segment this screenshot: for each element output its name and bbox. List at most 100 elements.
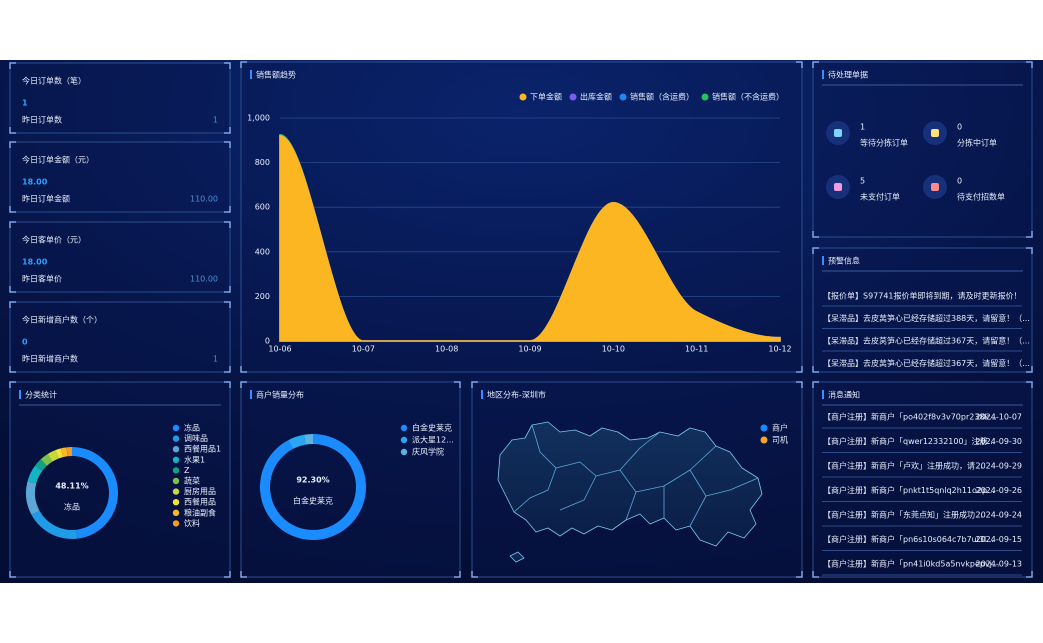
y-tick-label: 800: [255, 158, 270, 167]
warning-item: 【呆滞品】去皮莴笋心已经存储超过367天，请留意！（...: [823, 358, 1030, 368]
legend-dot: [172, 509, 180, 516]
panel-corner: [9, 301, 16, 308]
panel-corner: [812, 381, 819, 388]
pending-label: 未支付订单: [860, 192, 900, 202]
panel-corner: [224, 381, 231, 388]
center-value: 92.30%: [296, 476, 329, 485]
stat-sub-value: 110.00: [190, 195, 218, 204]
message-text: 【商户注册】新商户「po402f8v3v70pr238k...: [823, 412, 997, 422]
panel-corner: [224, 141, 231, 148]
warning-item: 【呆滞品】去皮莴笋心已经存储超过367天，请留意！（...: [823, 336, 1030, 346]
legend-dot: [172, 435, 180, 442]
map-shape: [497, 421, 763, 563]
y-tick-label: 0: [265, 337, 270, 346]
donut-segment: [34, 459, 47, 472]
legend-dot: [172, 520, 180, 527]
panel-corner: [796, 571, 803, 578]
legend-dot: [172, 467, 180, 474]
legend-dot: [172, 424, 180, 432]
title-bar: [822, 390, 824, 399]
panel-corner: [240, 381, 247, 388]
panel-corner: [224, 366, 231, 373]
panel-corner: [1026, 61, 1033, 68]
panel-corner: [1026, 381, 1033, 388]
donut-segment: [60, 447, 68, 458]
stat-sub-label: 昨日客单价: [22, 274, 62, 284]
panel: [9, 221, 231, 293]
legend-label: 庆风学院: [412, 447, 444, 457]
message-text: 【商户注册】新商户「pn41i0kd5a5nvkpepvj...: [823, 559, 1000, 569]
legend-dot: [400, 448, 408, 456]
message-text: 【商户注册】新商户「卢欢」注册成功，请...: [823, 461, 983, 471]
legend-dot: [701, 93, 709, 101]
panel-corner: [9, 221, 16, 228]
legend-label: 蔬菜: [184, 476, 200, 486]
title-bar: [250, 70, 252, 79]
message-date: 2024-09-30: [976, 437, 1023, 446]
legend-dot: [400, 436, 408, 444]
panel: [240, 381, 461, 578]
message-text: 【商户注册】新商户「qwer12332100」注册...: [823, 436, 995, 446]
panel-corner: [9, 141, 16, 148]
message-text: 【商户注册】新商户「东莞点知」注册成功...: [823, 510, 983, 520]
legend-dot: [519, 93, 527, 101]
donut-segment: [40, 453, 53, 466]
panel-corner: [240, 61, 247, 68]
legend-dot: [172, 446, 180, 453]
panel-corner: [454, 571, 461, 578]
panel-corner: [812, 61, 819, 68]
stat-value: 18.00: [22, 258, 48, 267]
stat-sub-label: 昨日新增商户数: [22, 354, 78, 364]
y-tick-label: 600: [255, 203, 270, 212]
donut-segment: [72, 447, 118, 539]
x-tick-label: 10-08: [435, 345, 458, 354]
panel-corner: [454, 381, 461, 388]
panel-corner: [224, 221, 231, 228]
y-tick-label: 400: [255, 247, 270, 256]
pending-label: 待支付招数单: [957, 192, 1005, 202]
stat-title: 今日订单金额（元）: [22, 155, 94, 165]
panel-corner: [812, 366, 819, 373]
pending-glyph: [931, 183, 939, 191]
pending-count: 0: [957, 123, 962, 132]
legend-dot: [760, 424, 768, 432]
legend-label: 销售额（不含运费）: [712, 92, 784, 102]
pending-label: 分拣中订单: [957, 138, 997, 148]
pending-count: 1: [860, 123, 865, 132]
panel-corner: [9, 366, 16, 373]
legend-label: 水果1: [184, 454, 205, 464]
legend-label: 出库金额: [580, 92, 612, 102]
panel: [9, 62, 231, 134]
panel-title: 预警信息: [828, 256, 860, 266]
legend-dot: [172, 499, 180, 506]
panel-corner: [471, 381, 478, 388]
panel-corner: [224, 206, 231, 213]
title-bar: [250, 390, 252, 399]
panel: [812, 247, 1033, 373]
donut-segment: [47, 450, 59, 462]
stat-title: 今日订单数（笔）: [22, 76, 86, 86]
panel-corner: [9, 127, 16, 134]
panel-corner: [224, 127, 231, 134]
donut-segment: [26, 481, 40, 515]
message-date: 2024-10-07: [976, 413, 1023, 422]
panel: [9, 141, 231, 213]
legend-dot: [760, 436, 768, 444]
donut-segment: [55, 448, 64, 459]
legend-dot: [569, 93, 577, 101]
stat-title: 今日客单价（元）: [22, 235, 86, 245]
panel-corner: [796, 366, 803, 373]
message-date: 2024-09-13: [976, 560, 1023, 569]
warning-item: 【呆滞品】去皮莴笋心已经存储超过388天，请留意！（...: [823, 313, 1030, 323]
stat-sub-value: 1: [213, 355, 218, 364]
panel-corner: [9, 571, 16, 578]
pending-glyph: [834, 183, 842, 191]
center-label: 冻品: [64, 502, 80, 512]
panel-title: 地区分布-深圳市: [487, 390, 546, 400]
pending-glyph: [931, 129, 939, 137]
legend-label: 白金史莱克: [412, 423, 452, 433]
legend-label: 西餐用品: [184, 498, 216, 507]
x-tick-label: 10-10: [602, 345, 625, 354]
panel-corner: [224, 571, 231, 578]
